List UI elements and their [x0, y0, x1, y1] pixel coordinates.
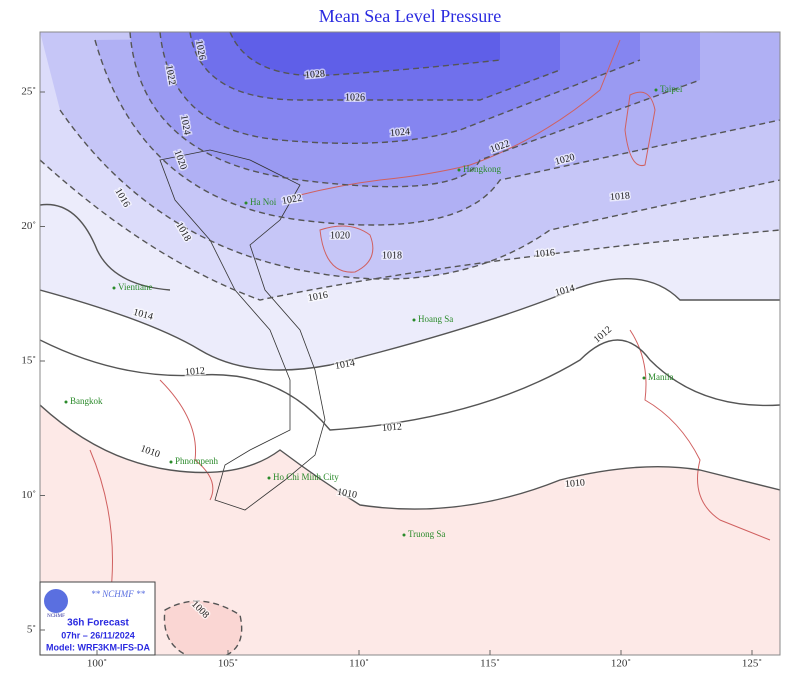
city-label: Vientiane — [118, 282, 152, 292]
info-box: NCHMF ** NCHMF ** 36h Forecast 07hr – 26… — [39, 581, 156, 656]
lon-tick-label: 115˚ — [480, 658, 500, 670]
valid-time: 07hr – 26/11/2024 — [61, 630, 135, 640]
isobar-label: 1010 — [336, 487, 358, 501]
city-dot — [64, 400, 68, 404]
isobar — [229, 32, 501, 77]
city-dot — [642, 376, 646, 380]
lon-tick-label: 100˚ — [87, 658, 107, 670]
lat-tick-label: 20˚ — [21, 220, 36, 232]
lon-tick-label: 125˚ — [742, 658, 762, 670]
lat-tick-label: 5˚ — [27, 624, 36, 636]
city-label: Ha Noi — [250, 197, 277, 207]
forecast: 36h Forecast — [67, 618, 129, 629]
city-label: Hoang Sa — [418, 314, 453, 324]
lat-tick-label: 10˚ — [21, 489, 36, 501]
logo-text: NCHMF — [47, 614, 65, 619]
lat-tick-label: 15˚ — [21, 355, 36, 367]
isobar-label: 1022 — [163, 64, 177, 86]
city-dot — [267, 476, 271, 480]
isobar-label: 1022 — [281, 193, 303, 207]
agency: ** NCHMF ** — [91, 589, 146, 599]
isobar-label: 1024 — [178, 114, 192, 136]
city-dot — [654, 88, 658, 92]
isobar — [163, 600, 243, 655]
info-box-frame — [39, 581, 156, 656]
map-area — [40, 32, 780, 655]
isobar-label: 1018 — [382, 250, 402, 261]
isobar-label: 1014 — [334, 358, 356, 372]
city-label: Phnompenh — [175, 456, 219, 466]
country-border — [159, 149, 326, 511]
city-label: Manila — [648, 372, 674, 382]
isobar — [94, 39, 780, 226]
isobar-label: 1016 — [307, 290, 329, 304]
city-label: Bangkok — [70, 396, 103, 406]
city-dot — [244, 201, 248, 205]
isobar-label: 1012 — [185, 365, 206, 378]
isobar — [40, 203, 171, 291]
city-dot — [112, 286, 116, 290]
isobar-label: 1016 — [535, 247, 556, 260]
city-dot — [402, 533, 406, 537]
isobar-label: 1028 — [305, 68, 326, 81]
city-label: Ho Chi Minh City — [273, 472, 339, 482]
pressure-band — [40, 405, 780, 655]
city-dot — [412, 318, 416, 322]
isobar-label: 1026 — [193, 39, 207, 61]
isobar — [40, 278, 780, 371]
isobar-label: 1012 — [382, 421, 403, 434]
city-label: Hongkong — [463, 164, 501, 174]
pressure-band — [230, 32, 500, 76]
city-dot — [457, 168, 461, 172]
city-dot — [169, 460, 173, 464]
isobar-label: 1026 — [345, 92, 365, 103]
isobar-label: 1018 — [610, 190, 631, 203]
city-label: Truong Sa — [408, 529, 445, 539]
city-label: Taipei — [660, 84, 683, 94]
isobar-label: 1010 — [565, 477, 586, 490]
isobar — [40, 159, 780, 301]
isobar-label: 1024 — [390, 126, 411, 139]
lon-tick-label: 110˚ — [349, 658, 369, 670]
isobar — [159, 32, 641, 145]
coastline — [319, 225, 374, 273]
coastline — [629, 329, 771, 541]
isobar — [129, 32, 701, 188]
pressure-band — [164, 601, 242, 655]
map-frame — [39, 31, 781, 656]
isobar-label: 1020 — [330, 230, 350, 241]
isobar — [189, 32, 561, 101]
lat-tick-label: 25˚ — [21, 86, 36, 98]
model: Model: WRF3KM-IFS-DA — [46, 642, 150, 652]
map-title: Mean Sea Level Pressure — [319, 6, 501, 26]
isobar — [59, 109, 780, 280]
lon-tick-label: 105˚ — [218, 658, 238, 670]
coastline — [624, 91, 656, 167]
logo — [44, 589, 68, 613]
isobar — [40, 404, 780, 510]
lon-tick-label: 120˚ — [611, 658, 631, 670]
isobar — [40, 339, 780, 431]
